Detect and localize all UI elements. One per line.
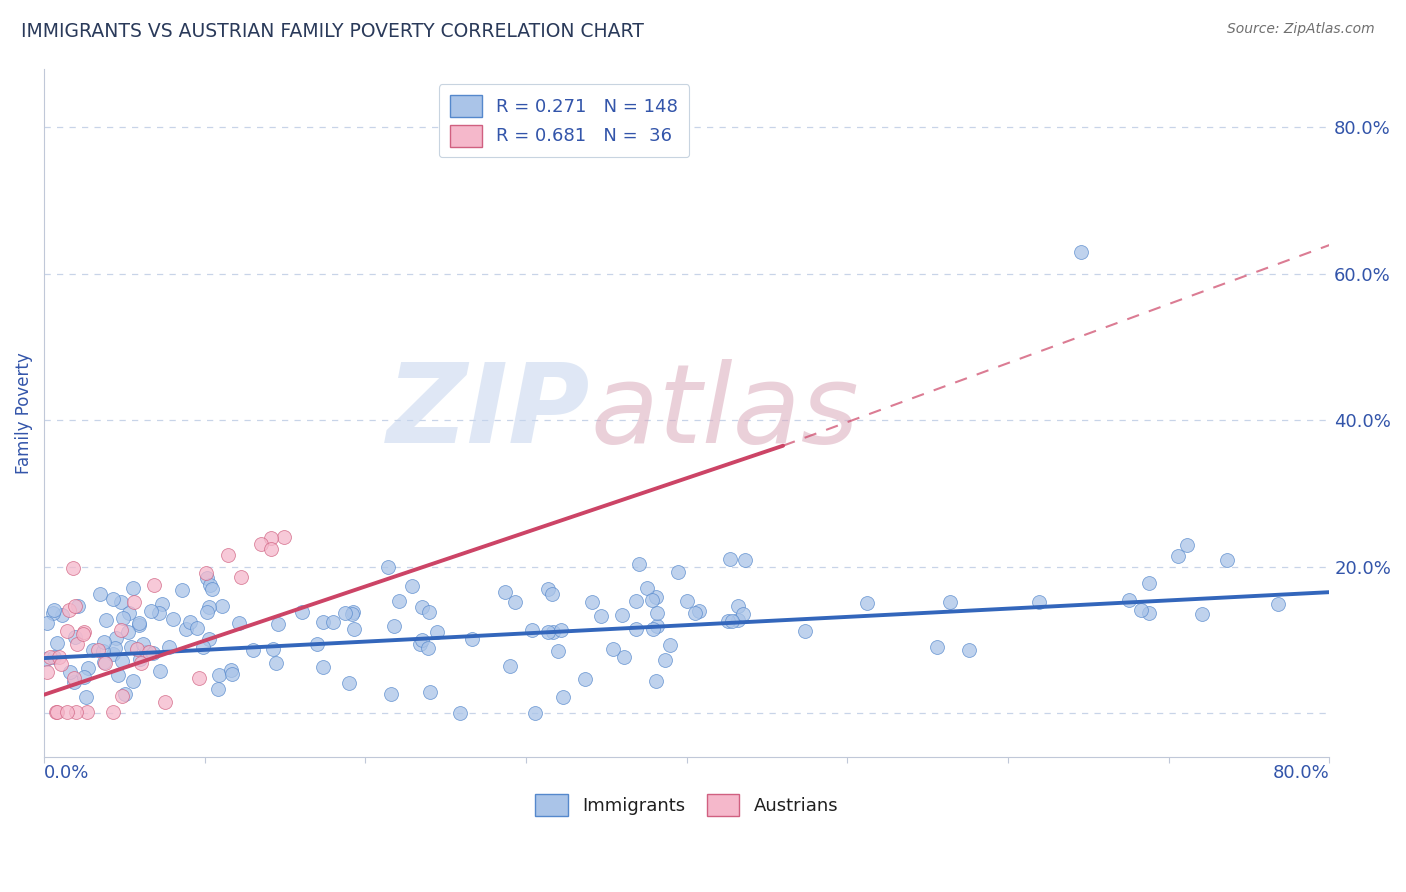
- Y-axis label: Family Poverty: Family Poverty: [15, 351, 32, 474]
- Legend: Immigrants, Austrians: Immigrants, Austrians: [527, 787, 845, 823]
- Text: Source: ZipAtlas.com: Source: ZipAtlas.com: [1227, 22, 1375, 37]
- Text: ZIP: ZIP: [387, 359, 591, 467]
- Text: 80.0%: 80.0%: [1272, 764, 1329, 782]
- Text: 0.0%: 0.0%: [44, 764, 90, 782]
- Text: IMMIGRANTS VS AUSTRIAN FAMILY POVERTY CORRELATION CHART: IMMIGRANTS VS AUSTRIAN FAMILY POVERTY CO…: [21, 22, 644, 41]
- Text: atlas: atlas: [591, 359, 859, 467]
